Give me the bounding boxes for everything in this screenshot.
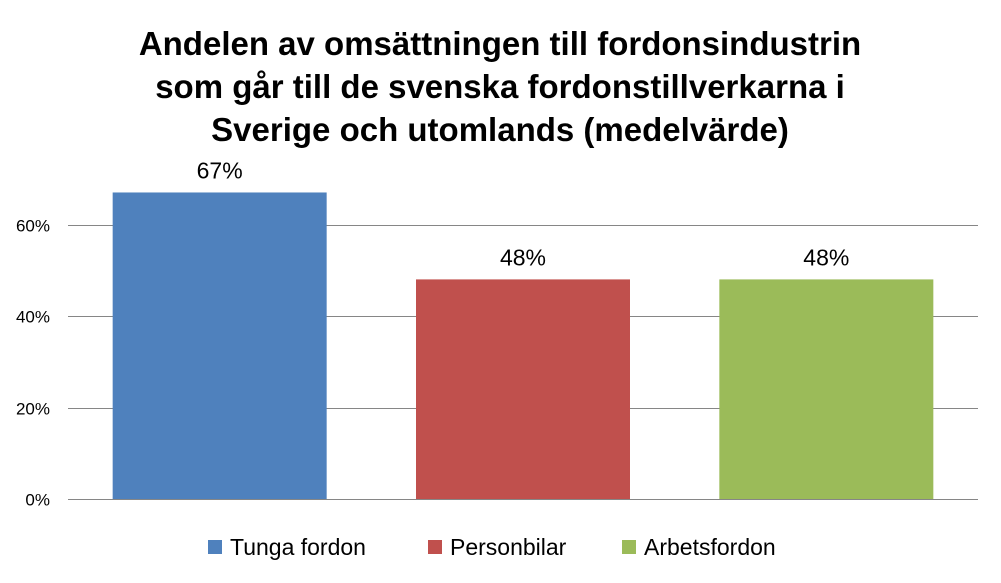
legend-swatch bbox=[208, 540, 222, 554]
y-tick-label: 40% bbox=[16, 308, 50, 327]
data-labels: 67% 48% 48% bbox=[197, 157, 850, 270]
chart-title-line-2: som går till de svenska fordonstillverka… bbox=[155, 68, 845, 105]
y-tick-label: 0% bbox=[25, 491, 50, 510]
data-label: 48% bbox=[500, 244, 546, 270]
data-label: 48% bbox=[803, 244, 849, 270]
legend-label: Arbetsfordon bbox=[644, 534, 776, 560]
data-label: 67% bbox=[197, 157, 243, 183]
legend: Tunga fordon Personbilar Arbetsfordon bbox=[208, 534, 776, 560]
y-tick-label: 20% bbox=[16, 400, 50, 419]
bar-series bbox=[112, 192, 934, 499]
y-axis-tick-labels: 0% 20% 40% 60% bbox=[16, 217, 50, 510]
legend-label: Tunga fordon bbox=[230, 534, 366, 560]
y-tick-label: 60% bbox=[16, 217, 50, 236]
chart-title-line-3: Sverige och utomlands (medelvärde) bbox=[211, 111, 789, 148]
chart-title: Andelen av omsättningen till fordonsindu… bbox=[139, 25, 861, 148]
bar-2 bbox=[416, 279, 630, 499]
legend-label: Personbilar bbox=[450, 534, 567, 560]
legend-swatch bbox=[428, 540, 442, 554]
bar-3 bbox=[719, 279, 934, 499]
chart-title-line-1: Andelen av omsättningen till fordonsindu… bbox=[139, 25, 861, 62]
legend-swatch bbox=[622, 540, 636, 554]
bar-1 bbox=[112, 192, 327, 499]
